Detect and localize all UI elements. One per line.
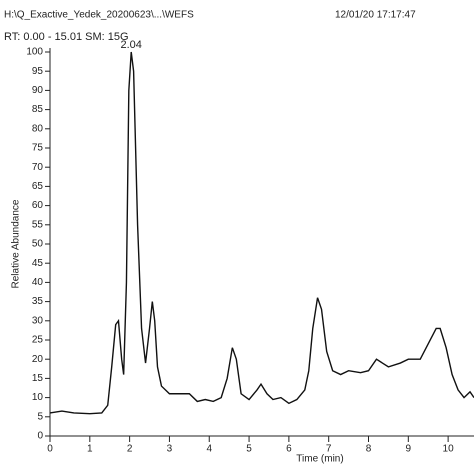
x-tick-label: 10	[443, 444, 455, 455]
y-tick-label: 55	[32, 219, 44, 230]
x-tick-label: 4	[206, 444, 212, 455]
y-tick-label: 30	[32, 315, 44, 326]
x-tick-label: 9	[406, 444, 412, 455]
subtitle: RT: 0.00 - 15.01 SM: 15G	[4, 31, 129, 43]
y-tick-label: 75	[32, 143, 44, 154]
y-tick-label: 70	[32, 162, 44, 173]
chart-title: H:\Q_Exactive_Yedek_20200623\...\WEFS	[4, 10, 194, 21]
y-tick-label: 0	[37, 431, 43, 442]
y-tick-label: 65	[32, 181, 44, 192]
x-tick-label: 0	[47, 444, 53, 455]
y-tick-label: 50	[32, 239, 44, 250]
y-tick-label: 45	[32, 258, 44, 269]
timestamp: 12/01/20 17:17:47	[335, 10, 416, 21]
x-tick-label: 8	[366, 444, 372, 455]
y-tick-label: 20	[32, 354, 44, 365]
x-tick-label: 1	[87, 444, 93, 455]
peak-label: 2.04	[121, 39, 142, 51]
x-tick-label: 7	[326, 444, 332, 455]
y-tick-label: 100	[26, 47, 43, 58]
y-tick-label: 60	[32, 200, 44, 211]
y-tick-label: 90	[32, 85, 44, 96]
x-tick-label: 5	[246, 444, 252, 455]
line	[49, 51, 474, 415]
y-tick-label: 85	[32, 104, 44, 115]
y-tick-label: 15	[32, 373, 44, 384]
y-axis-label: Relative Abundance	[11, 199, 22, 288]
x-tick-label: 3	[167, 444, 173, 455]
y-tick-label: 40	[32, 277, 44, 288]
y-tick-label: 25	[32, 335, 44, 346]
x-axis-label: Time (min)	[296, 454, 343, 465]
y-tick-label: 95	[32, 66, 44, 77]
y-tick-label: 10	[32, 392, 44, 403]
x-tick-label: 6	[286, 444, 292, 455]
y-tick-label: 5	[37, 411, 43, 422]
y-tick-label: 80	[32, 123, 44, 134]
y-tick-label: 35	[32, 296, 44, 307]
x-tick-label: 2	[127, 444, 133, 455]
